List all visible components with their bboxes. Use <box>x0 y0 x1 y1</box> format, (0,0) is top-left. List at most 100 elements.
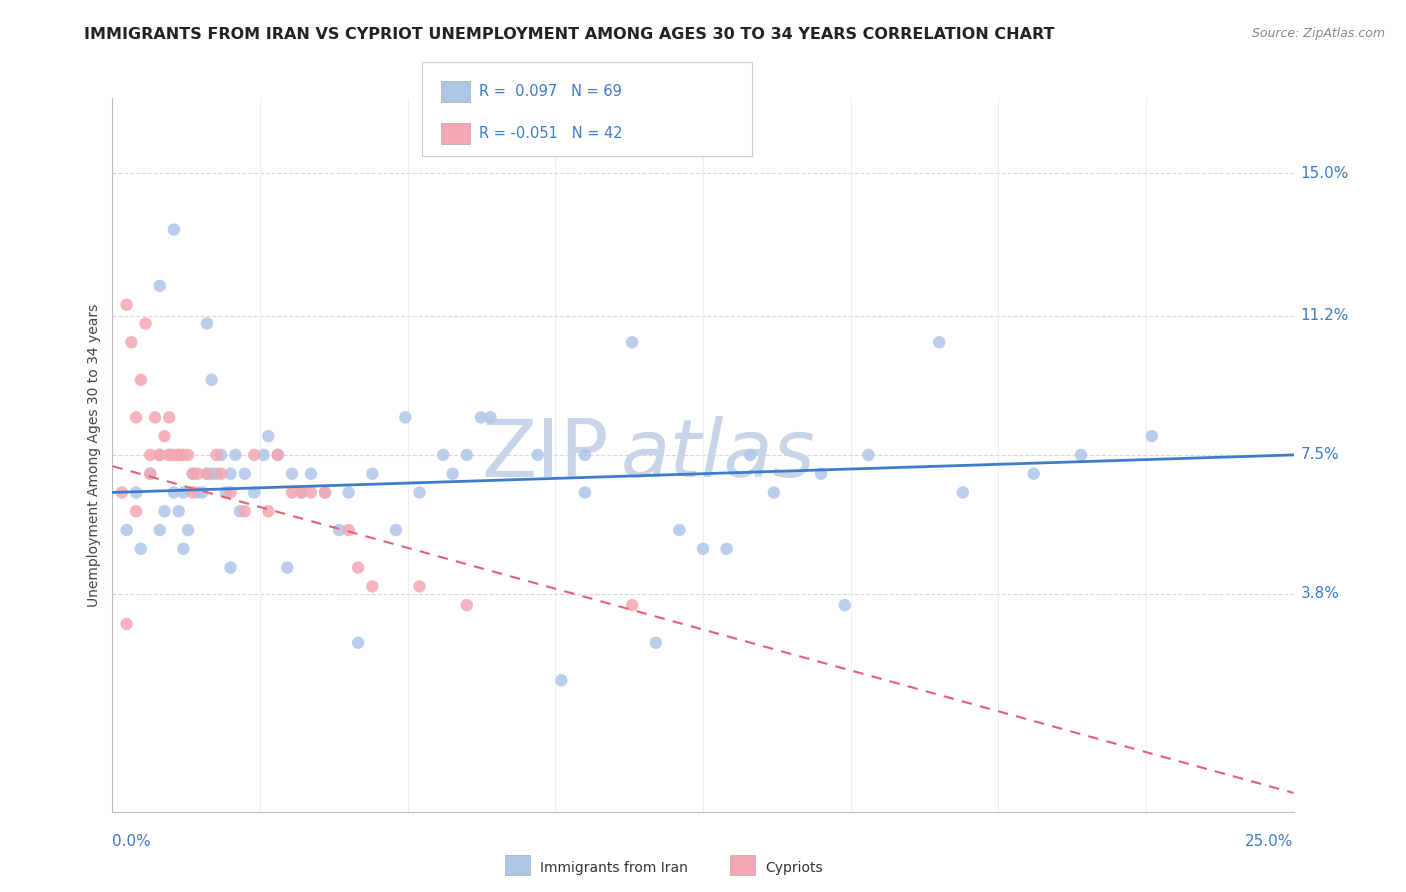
Point <box>115 298 138 312</box>
Point <box>314 485 336 500</box>
Point <box>361 579 384 593</box>
Point <box>281 485 304 500</box>
Point <box>149 279 172 293</box>
Point <box>456 598 478 612</box>
Text: 11.2%: 11.2% <box>1301 309 1348 324</box>
Point <box>361 467 384 481</box>
Point <box>167 448 190 462</box>
Point <box>219 467 242 481</box>
Point <box>644 636 666 650</box>
Point <box>281 467 304 481</box>
Point <box>224 448 246 462</box>
Point <box>740 448 762 462</box>
Point <box>129 541 152 556</box>
Point <box>290 485 312 500</box>
Point <box>149 448 172 462</box>
Point <box>172 485 194 500</box>
Text: R = -0.051   N = 42: R = -0.051 N = 42 <box>479 126 623 141</box>
Y-axis label: Unemployment Among Ages 30 to 34 years: Unemployment Among Ages 30 to 34 years <box>87 303 101 607</box>
Point <box>139 467 162 481</box>
Point <box>314 485 336 500</box>
Point <box>337 485 360 500</box>
Point <box>762 485 785 500</box>
Text: Immigrants from Iran: Immigrants from Iran <box>540 861 688 875</box>
Text: atlas: atlas <box>620 416 815 494</box>
Point <box>125 485 148 500</box>
Point <box>195 467 218 481</box>
Point <box>408 485 430 500</box>
Point <box>163 448 186 462</box>
Text: ZIP: ZIP <box>481 416 609 494</box>
Point <box>441 467 464 481</box>
Point <box>143 410 166 425</box>
Point <box>328 523 350 537</box>
Point <box>550 673 572 688</box>
Point <box>267 448 290 462</box>
Point <box>153 504 176 518</box>
Point <box>186 467 208 481</box>
Point <box>243 485 266 500</box>
Point <box>621 598 644 612</box>
Point <box>181 467 204 481</box>
Point <box>205 467 228 481</box>
Point <box>125 504 148 518</box>
Point <box>177 523 200 537</box>
Point <box>621 335 644 350</box>
Point <box>120 335 142 350</box>
Point <box>219 560 242 574</box>
Point <box>139 448 162 462</box>
Text: 3.8%: 3.8% <box>1301 586 1340 601</box>
Point <box>139 467 162 481</box>
Point <box>253 448 276 462</box>
Point <box>191 485 214 500</box>
Point <box>125 410 148 425</box>
Point <box>177 448 200 462</box>
Point <box>201 467 224 481</box>
Point <box>215 485 238 500</box>
Point <box>135 317 157 331</box>
Point <box>167 504 190 518</box>
Point <box>181 467 204 481</box>
Point <box>347 636 370 650</box>
Point <box>209 448 232 462</box>
Point <box>153 429 176 443</box>
Point <box>157 410 180 425</box>
Point <box>456 448 478 462</box>
Text: IMMIGRANTS FROM IRAN VS CYPRIOT UNEMPLOYMENT AMONG AGES 30 TO 34 YEARS CORRELATI: IMMIGRANTS FROM IRAN VS CYPRIOT UNEMPLOY… <box>84 27 1054 42</box>
Point <box>163 485 186 500</box>
Point <box>668 523 690 537</box>
Point <box>479 410 502 425</box>
Point <box>157 448 180 462</box>
Point <box>952 485 974 500</box>
Point <box>408 579 430 593</box>
Point <box>290 485 312 500</box>
Text: 25.0%: 25.0% <box>1246 834 1294 849</box>
Point <box>574 448 596 462</box>
Text: Cypriots: Cypriots <box>765 861 823 875</box>
Point <box>233 467 256 481</box>
Point <box>195 317 218 331</box>
Point <box>172 541 194 556</box>
Point <box>834 598 856 612</box>
Point <box>163 222 186 236</box>
Point <box>692 541 714 556</box>
Point <box>928 335 950 350</box>
Point <box>1070 448 1092 462</box>
Point <box>209 467 232 481</box>
Point <box>432 448 454 462</box>
Point <box>233 504 256 518</box>
Point <box>299 485 322 500</box>
Point <box>858 448 880 462</box>
Point <box>299 467 322 481</box>
Point <box>129 373 152 387</box>
Text: 0.0%: 0.0% <box>112 834 152 849</box>
Point <box>267 448 290 462</box>
Point <box>195 467 218 481</box>
Point <box>157 448 180 462</box>
Point <box>337 523 360 537</box>
Point <box>115 616 138 631</box>
Point <box>149 448 172 462</box>
Point <box>181 485 204 500</box>
Point <box>243 448 266 462</box>
Point <box>574 485 596 500</box>
